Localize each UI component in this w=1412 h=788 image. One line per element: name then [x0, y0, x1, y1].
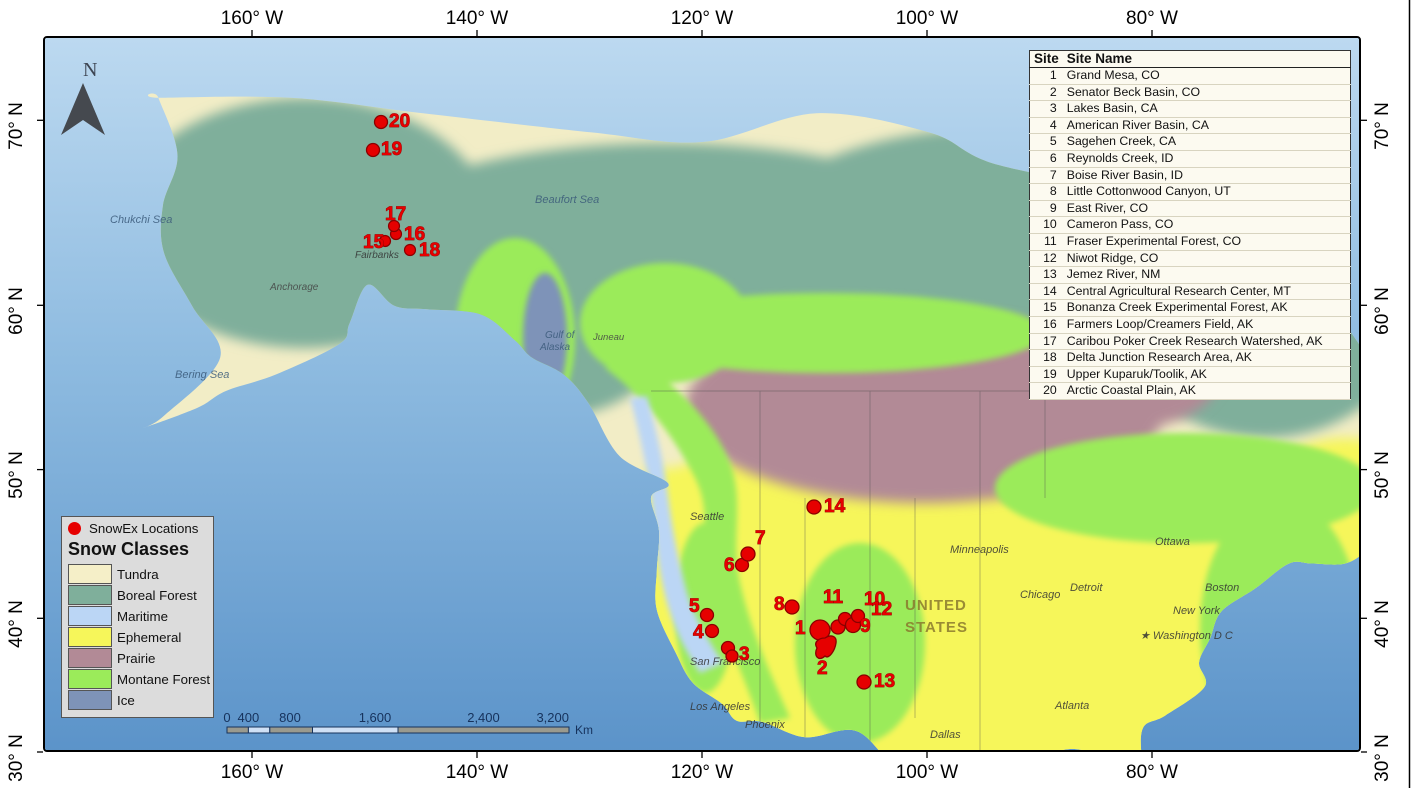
svg-text:Juneau: Juneau — [592, 332, 625, 343]
svg-text:Minneapolis: Minneapolis — [950, 544, 1009, 556]
svg-text:80° W: 80° W — [1126, 762, 1178, 783]
svg-text:1,600: 1,600 — [359, 710, 392, 725]
svg-text:11: 11 — [823, 587, 844, 608]
svg-text:17: 17 — [385, 204, 406, 225]
svg-text:6: 6 — [724, 555, 735, 576]
svg-text:1: 1 — [795, 618, 806, 639]
svg-text:New York: New York — [1173, 605, 1220, 617]
svg-text:Atlanta: Atlanta — [1054, 700, 1089, 712]
svg-text:18: 18 — [419, 240, 440, 261]
svg-text:Gulf of: Gulf of — [545, 330, 576, 341]
svg-text:160° W: 160° W — [221, 762, 284, 783]
svg-text:70° N: 70° N — [1372, 102, 1393, 150]
svg-text:Dallas: Dallas — [930, 729, 961, 741]
svg-text:60° N: 60° N — [1372, 287, 1393, 335]
svg-text:Alaska: Alaska — [539, 342, 570, 353]
svg-text:Los Angeles: Los Angeles — [690, 701, 751, 713]
svg-text:30° N: 30° N — [1372, 734, 1393, 782]
svg-text:Bering Sea: Bering Sea — [175, 369, 229, 381]
svg-text:STATES: STATES — [905, 619, 968, 636]
svg-text:Boston: Boston — [1205, 582, 1239, 594]
svg-text:70° N: 70° N — [6, 102, 27, 150]
svg-text:Anchorage: Anchorage — [269, 282, 319, 293]
svg-text:100° W: 100° W — [896, 762, 959, 783]
svg-text:★ Washington D C: ★ Washington D C — [1140, 630, 1233, 642]
svg-text:140° W: 140° W — [446, 762, 509, 783]
svg-text:20: 20 — [389, 111, 410, 132]
svg-text:7: 7 — [755, 528, 766, 549]
svg-text:Detroit: Detroit — [1070, 582, 1103, 594]
svg-text:3: 3 — [739, 644, 750, 665]
svg-text:60° N: 60° N — [6, 287, 27, 335]
svg-text:160° W: 160° W — [221, 8, 284, 29]
svg-text:4: 4 — [693, 622, 704, 643]
svg-text:2,400: 2,400 — [467, 710, 500, 725]
svg-text:3,200: 3,200 — [536, 710, 569, 725]
svg-text:UNITED: UNITED — [905, 597, 967, 614]
svg-text:5: 5 — [689, 596, 700, 617]
svg-text:9: 9 — [860, 616, 871, 637]
svg-text:12: 12 — [871, 599, 892, 620]
svg-text:50° N: 50° N — [1372, 451, 1393, 499]
svg-text:2: 2 — [817, 658, 828, 679]
svg-text:N: N — [83, 59, 97, 81]
svg-text:Chukchi Sea: Chukchi Sea — [110, 214, 172, 226]
svg-text:Beaufort Sea: Beaufort Sea — [535, 194, 599, 206]
svg-text:19: 19 — [381, 139, 402, 160]
svg-text:Km: Km — [575, 723, 593, 737]
svg-text:San Francisco: San Francisco — [690, 656, 760, 668]
svg-text:14: 14 — [824, 496, 846, 517]
svg-text:30° N: 30° N — [6, 734, 27, 782]
svg-text:100° W: 100° W — [896, 8, 959, 29]
svg-text:80° W: 80° W — [1126, 8, 1178, 29]
svg-text:0: 0 — [223, 710, 230, 725]
svg-text:Ottawa: Ottawa — [1155, 536, 1190, 548]
svg-text:13: 13 — [874, 671, 895, 692]
svg-text:120° W: 120° W — [671, 8, 734, 29]
svg-text:120° W: 120° W — [671, 762, 734, 783]
svg-text:40° N: 40° N — [6, 600, 27, 648]
svg-text:50° N: 50° N — [6, 451, 27, 499]
svg-text:8: 8 — [774, 594, 785, 615]
svg-text:15: 15 — [363, 232, 385, 253]
svg-text:Phoenix: Phoenix — [745, 719, 785, 731]
svg-text:Chicago: Chicago — [1020, 589, 1060, 601]
svg-text:140° W: 140° W — [446, 8, 509, 29]
svg-text:800: 800 — [279, 710, 301, 725]
svg-text:400: 400 — [238, 710, 260, 725]
svg-text:40° N: 40° N — [1372, 600, 1393, 648]
svg-text:Seattle: Seattle — [690, 511, 724, 523]
